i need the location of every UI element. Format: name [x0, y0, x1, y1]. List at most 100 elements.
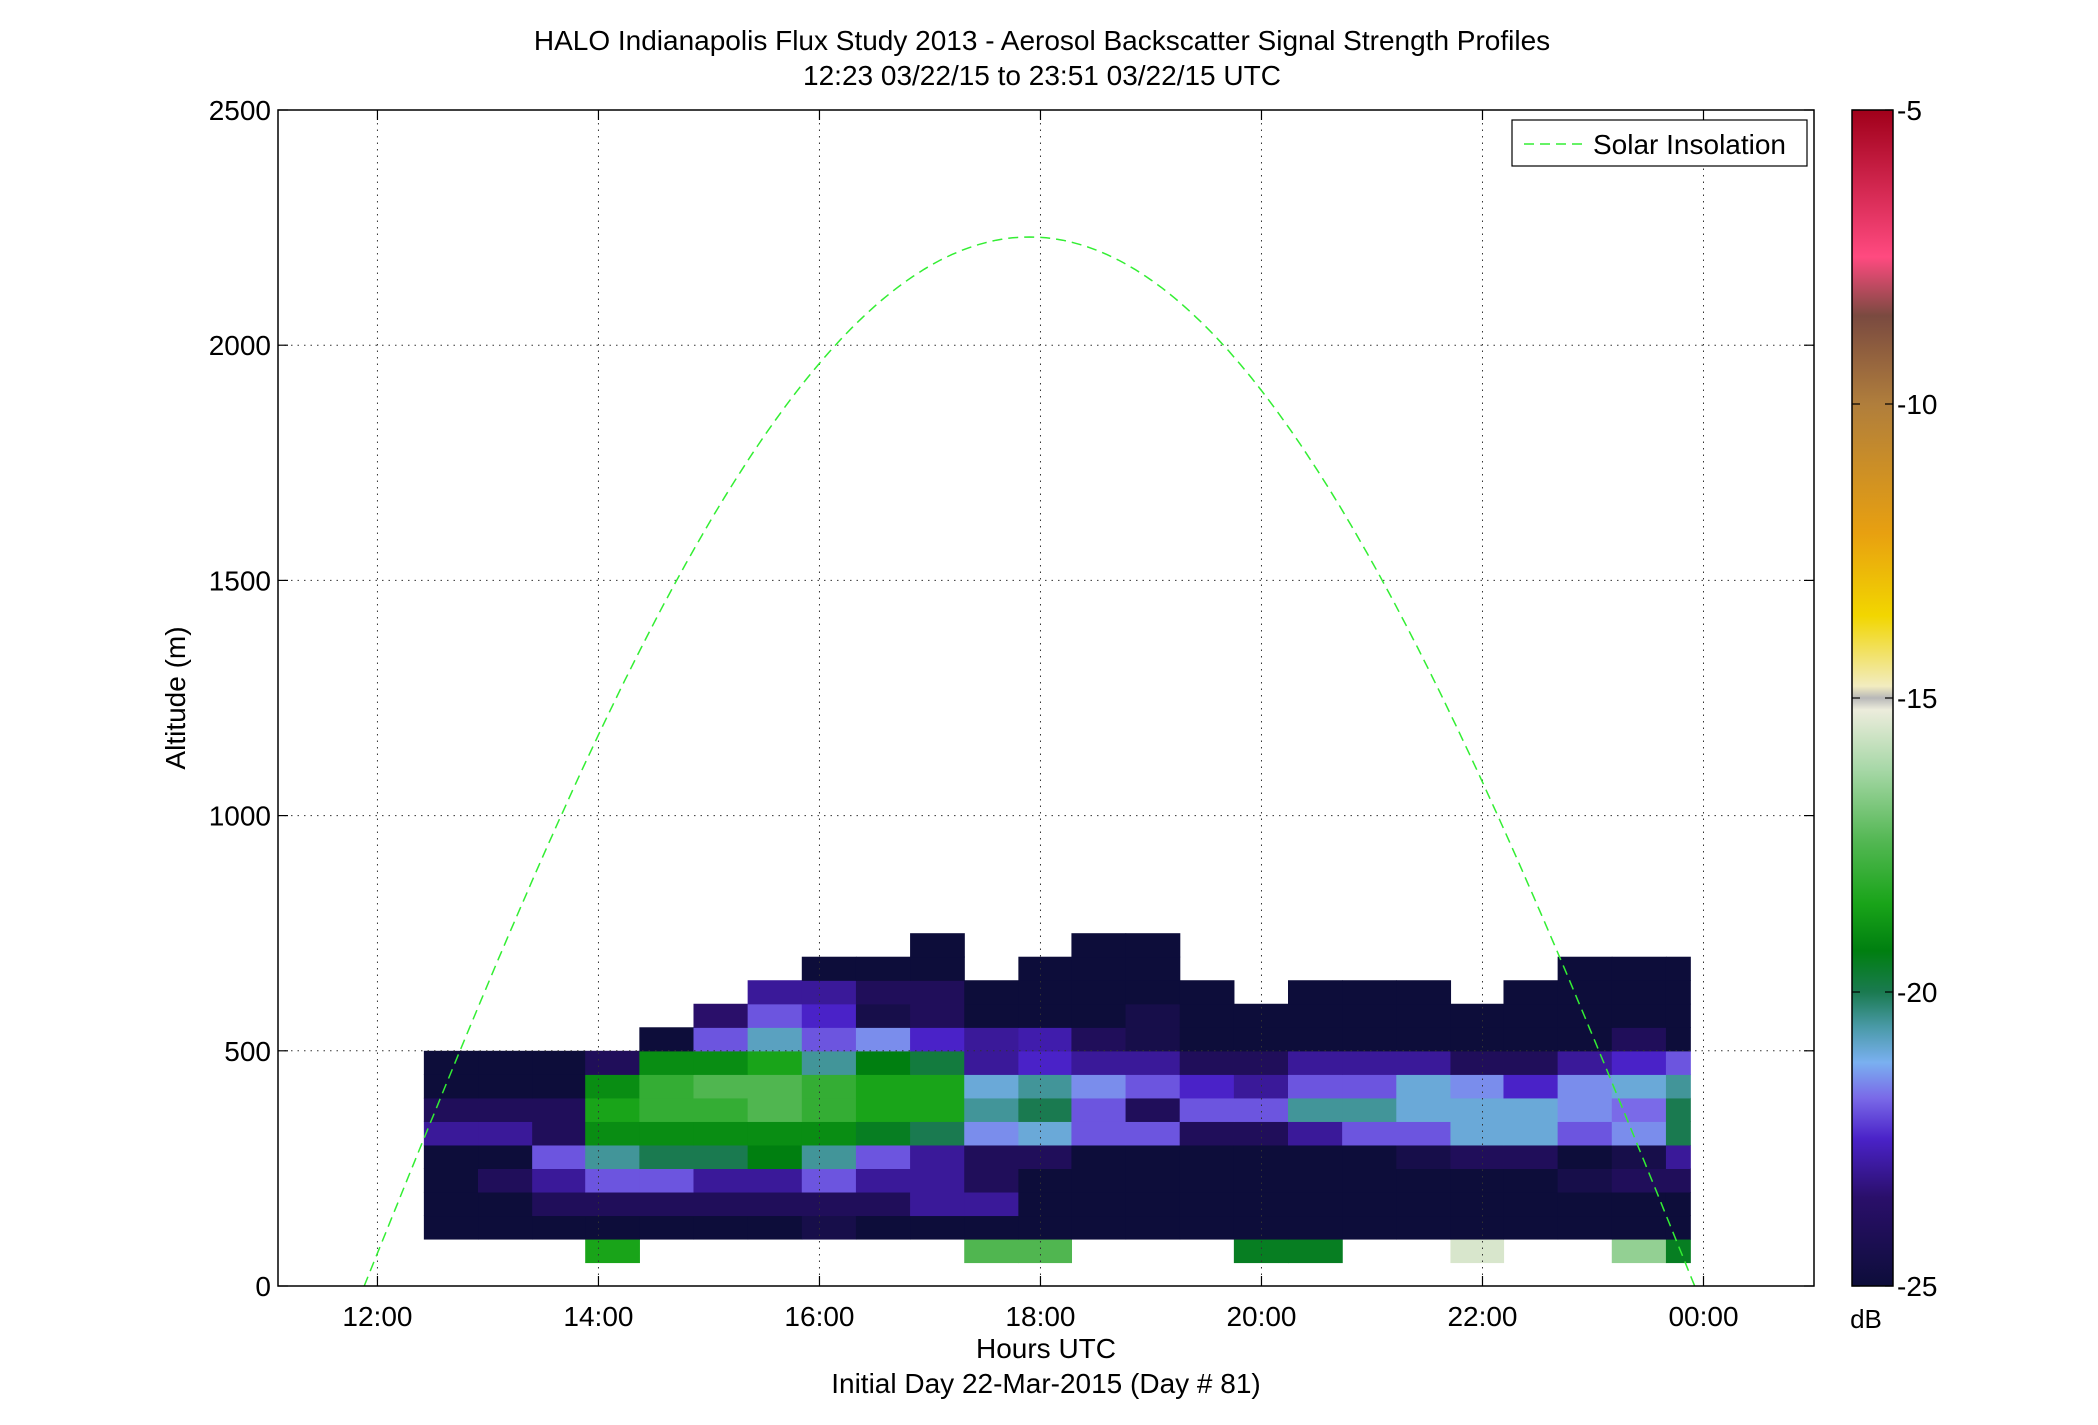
x-tick-label: 14:00: [563, 1301, 633, 1332]
heatmap-cell: [910, 1191, 965, 1217]
heatmap-cell: [1071, 933, 1127, 958]
x-tick-label: 18:00: [1005, 1301, 1075, 1332]
heatmap-cell: [1342, 1121, 1397, 1146]
heatmap-cell: [1288, 1121, 1343, 1146]
heatmap-cell: [532, 1074, 586, 1099]
heatmap-cell: [1125, 1050, 1181, 1075]
heatmap-cell: [1450, 1121, 1505, 1146]
y-tick-label: 500: [224, 1036, 271, 1067]
heatmap-cell: [1611, 1097, 1667, 1122]
heatmap-cell: [532, 1097, 586, 1122]
heatmap-cell: [1665, 980, 1691, 1005]
heatmap-cell: [1288, 1003, 1343, 1028]
heatmap-cells: [423, 933, 1691, 1264]
heatmap-cell: [639, 1121, 695, 1146]
heatmap-cell: [1018, 1168, 1073, 1193]
heatmap-cell: [585, 1191, 640, 1217]
heatmap-cell: [1557, 1074, 1613, 1099]
heatmap-cell: [639, 1191, 695, 1217]
heatmap-cell: [747, 1097, 803, 1122]
x-axis-ticks: 12:00 14:00 16:00 18:00 20:00 22:00 00:00: [342, 110, 1739, 1332]
heatmap-cell: [1611, 1168, 1667, 1193]
heatmap-cell: [1611, 1074, 1667, 1099]
heatmap-cell: [1179, 1215, 1235, 1240]
heatmap-cell: [1611, 1003, 1667, 1028]
heatmap-cell: [1450, 1215, 1505, 1240]
heatmap-cell: [855, 1003, 911, 1028]
heatmap-cell: [693, 1074, 749, 1099]
heatmap-cell: [747, 1050, 803, 1075]
y-axis-ticks: 0 500 1000 1500 2000 2500: [209, 95, 1814, 1302]
chart-subtitle: 12:23 03/22/15 to 23:51 03/22/15 UTC: [803, 60, 1281, 91]
heatmap-cell: [1396, 980, 1452, 1005]
heatmap-cell: [1557, 980, 1613, 1005]
heatmap-cell: [1611, 1238, 1667, 1264]
heatmap-cell: [423, 1074, 479, 1099]
heatmap-cell: [1071, 1168, 1127, 1193]
solar-insolation-line: [363, 236, 1696, 1287]
heatmap-cell: [423, 1191, 479, 1217]
heatmap-cell: [1611, 1121, 1667, 1146]
heatmap-cell: [1396, 1215, 1452, 1240]
heatmap-cell: [855, 956, 911, 981]
heatmap-cell: [1288, 1144, 1343, 1169]
heatmap-cell: [1611, 1050, 1667, 1075]
heatmap-cell: [423, 1215, 479, 1240]
heatmap-cell: [1125, 1121, 1181, 1146]
heatmap-cell: [1557, 1027, 1613, 1052]
heatmap-cell: [1342, 1003, 1397, 1028]
heatmap-cell: [585, 1168, 640, 1193]
heatmap-cell: [585, 1097, 640, 1122]
heatmap-cell: [639, 1168, 695, 1193]
colorbar-ticks: -5 -10 -15 -20 -25: [1852, 95, 1937, 1302]
heatmap-cell: [1018, 1144, 1073, 1169]
heatmap-cell: [1288, 1168, 1343, 1193]
heatmap-cell: [639, 1097, 695, 1122]
heatmap-cell: [1342, 980, 1397, 1005]
heatmap-cell: [801, 1121, 857, 1146]
heatmap-cell: [910, 1144, 965, 1169]
heatmap-cell: [855, 980, 911, 1005]
heatmap-cell: [1611, 1191, 1667, 1217]
heatmap-cell: [478, 1121, 533, 1146]
heatmap-cell: [1557, 1121, 1613, 1146]
heatmap-cell: [747, 1003, 803, 1028]
heatmap-cell: [1288, 1074, 1343, 1099]
heatmap-cell: [1450, 1191, 1505, 1217]
heatmap-cell: [478, 1215, 533, 1240]
heatmap-cell: [1071, 1121, 1127, 1146]
x-axis-caption: Initial Day 22-Mar-2015 (Day # 81): [831, 1368, 1261, 1399]
heatmap-cell: [1503, 1027, 1559, 1052]
heatmap-cell: [639, 1215, 695, 1240]
heatmap-cell: [964, 1050, 1019, 1075]
heatmap-cell: [855, 1074, 911, 1099]
heatmap-cell: [1071, 980, 1127, 1005]
heatmap-cell: [801, 1144, 857, 1169]
heatmap-cell: [1179, 1050, 1235, 1075]
x-tick-label: 22:00: [1447, 1301, 1517, 1332]
heatmap-cell: [478, 1074, 533, 1099]
heatmap-cell: [1665, 1191, 1691, 1217]
heatmap-cell: [1071, 1074, 1127, 1099]
heatmap-cell: [532, 1191, 586, 1217]
heatmap-cell: [747, 1168, 803, 1193]
heatmap-cell: [1611, 1027, 1667, 1052]
heatmap-cell: [1665, 1003, 1691, 1028]
heatmap-cell: [910, 1027, 965, 1052]
heatmap-cell: [1557, 1144, 1613, 1169]
heatmap-cell: [1125, 933, 1181, 958]
heatmap-cell: [1611, 980, 1667, 1005]
heatmap-cell: [639, 1074, 695, 1099]
heatmap-cell: [1018, 1050, 1073, 1075]
heatmap-cell: [1018, 1215, 1073, 1240]
heatmap-cell: [855, 1097, 911, 1122]
heatmap-cell: [1665, 1168, 1691, 1193]
heatmap-cell: [1450, 1144, 1505, 1169]
colorbar: -5 -10 -15 -20 -25 dB: [1850, 95, 1937, 1334]
heatmap-cell: [693, 1215, 749, 1240]
heatmap-cell: [801, 1027, 857, 1052]
heatmap-cell: [964, 1097, 1019, 1122]
heatmap-cell: [1071, 1097, 1127, 1122]
heatmap-cell: [1665, 1097, 1691, 1122]
